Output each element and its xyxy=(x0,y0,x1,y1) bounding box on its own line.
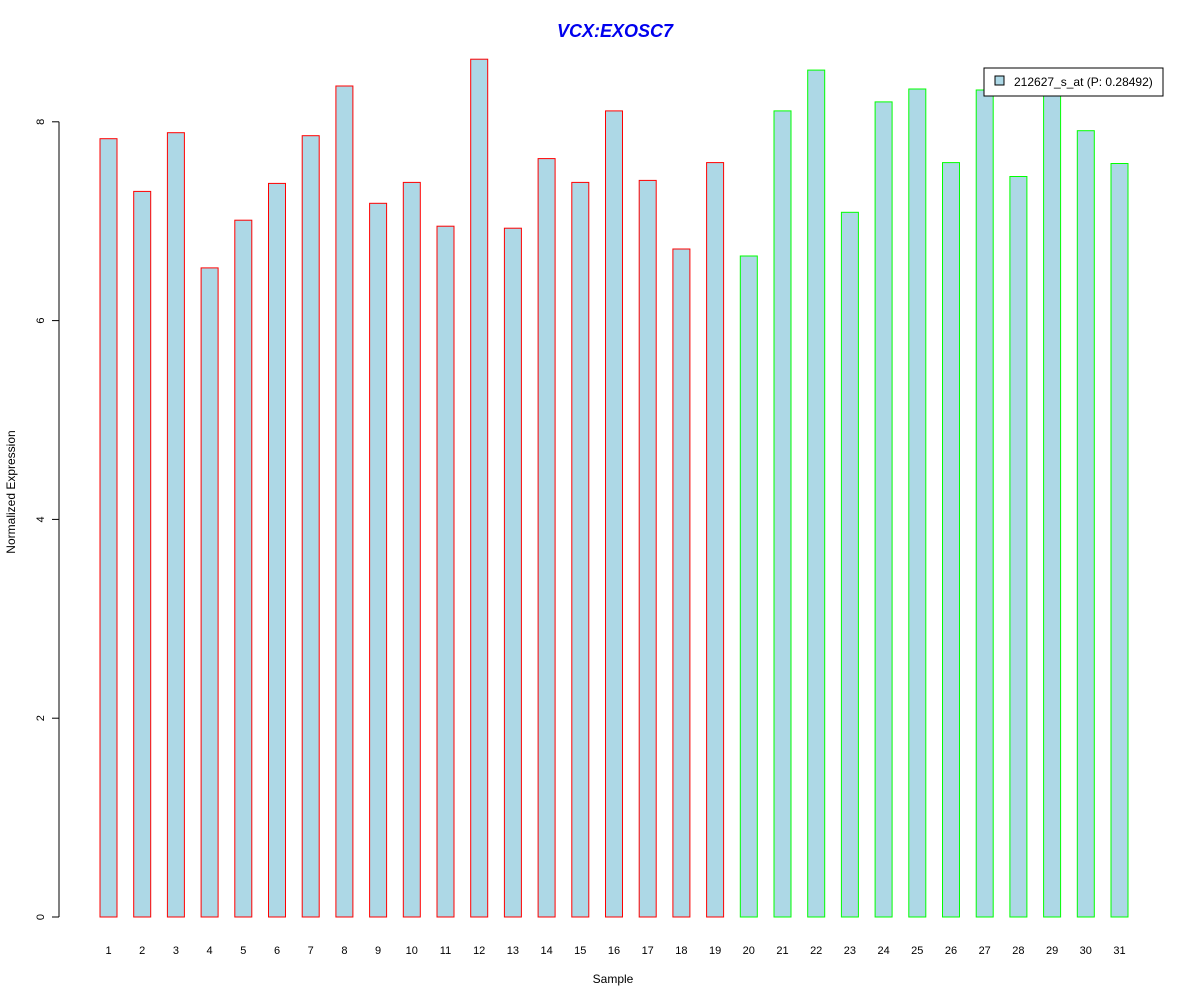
x-tick-label: 22 xyxy=(810,945,822,957)
bar-sample-20 xyxy=(739,255,758,918)
bar-sample-30 xyxy=(1076,130,1095,918)
x-tick-label: 3 xyxy=(173,945,179,957)
x-tick-label: 27 xyxy=(979,945,991,957)
x-tick-label: 1 xyxy=(105,945,111,957)
x-tick-label: 23 xyxy=(844,945,856,957)
bar-sample-16 xyxy=(605,110,623,918)
x-tick-label: 5 xyxy=(240,945,246,957)
bar-sample-19 xyxy=(706,162,725,918)
bar-sample-10 xyxy=(402,181,421,918)
y-tick-label: 2 xyxy=(35,715,47,721)
bar-sample-6 xyxy=(268,182,286,918)
y-tick-label: 8 xyxy=(35,119,47,125)
x-tick-label: 8 xyxy=(341,945,347,957)
bar-sample-15 xyxy=(571,181,590,918)
bar-sample-9 xyxy=(369,202,388,918)
x-tick-label: 10 xyxy=(406,945,418,957)
chart-title: VCX:EXOSC7 xyxy=(557,21,674,41)
bar-sample-27 xyxy=(975,89,994,918)
bar-sample-24 xyxy=(874,101,893,918)
bar-sample-11 xyxy=(436,225,455,918)
x-tick-label: 31 xyxy=(1113,945,1125,957)
x-tick-label: 24 xyxy=(877,945,889,957)
x-tick-label: 6 xyxy=(274,945,280,957)
bar-sample-4 xyxy=(200,267,219,918)
x-tick-label: 16 xyxy=(608,945,620,957)
bar-sample-28 xyxy=(1009,176,1028,918)
x-tick-label: 11 xyxy=(440,945,451,957)
x-tick-label: 18 xyxy=(675,945,687,957)
bar-sample-29 xyxy=(1043,91,1062,918)
x-tick-label: 14 xyxy=(540,945,552,957)
bar-sample-14 xyxy=(537,158,556,918)
x-tick-label: 7 xyxy=(308,945,314,957)
x-axis-label: Sample xyxy=(593,972,634,986)
bar-sample-2 xyxy=(133,190,152,918)
bar-series xyxy=(99,58,1129,918)
x-tick-label: 29 xyxy=(1046,945,1058,957)
bar-sample-26 xyxy=(942,162,960,918)
bar-sample-13 xyxy=(503,227,522,918)
y-tick-label: 4 xyxy=(35,516,47,522)
legend-box xyxy=(983,67,1164,97)
x-tick-label: 20 xyxy=(743,945,755,957)
x-tick-label: 21 xyxy=(776,945,788,957)
bar-sample-25 xyxy=(908,88,927,918)
bar-sample-31 xyxy=(1110,163,1129,918)
bar-sample-8 xyxy=(335,85,354,918)
bar-sample-12 xyxy=(470,58,489,918)
x-tick-label: 12 xyxy=(473,945,485,957)
y-tick-label: 6 xyxy=(35,318,47,324)
bar-sample-18 xyxy=(672,248,691,918)
bar-sample-22 xyxy=(807,69,826,918)
legend-label: 212627_s_at (P: 0.28492) xyxy=(1014,75,1153,89)
x-tick-label: 26 xyxy=(945,945,957,957)
legend-swatch xyxy=(994,75,1005,86)
x-tick-label: 15 xyxy=(574,945,586,957)
bar-sample-1 xyxy=(99,138,118,918)
x-tick-label: 25 xyxy=(911,945,923,957)
y-axis-label: Normalized Expression xyxy=(4,430,18,553)
x-tick-label: 2 xyxy=(139,945,145,957)
bar-sample-21 xyxy=(773,110,792,918)
x-tick-label: 19 xyxy=(709,945,721,957)
y-tick-label: 0 xyxy=(35,914,47,920)
bar-sample-5 xyxy=(234,219,253,918)
x-tick-label: 4 xyxy=(207,945,213,957)
x-tick-label: 9 xyxy=(375,945,381,957)
y-axis: 0 2 4 6 8 xyxy=(35,119,60,920)
x-tick-label: 30 xyxy=(1080,945,1092,957)
x-tick-label: 17 xyxy=(642,945,654,957)
x-tick-label: 28 xyxy=(1012,945,1024,957)
bar-sample-3 xyxy=(166,132,185,918)
bar-sample-23 xyxy=(840,211,859,918)
x-tick-labels: 1 2 3 4 5 6 7 8 9 10 11 12 13 14 15 16 17 18 19 20 21 22 23 24 2… xyxy=(105,945,1125,957)
legend: 212627_s_at (P: 0.28492) xyxy=(983,67,1164,97)
x-tick-label: 13 xyxy=(507,945,519,957)
bar-sample-17 xyxy=(638,179,657,918)
bar-sample-7 xyxy=(301,135,320,918)
